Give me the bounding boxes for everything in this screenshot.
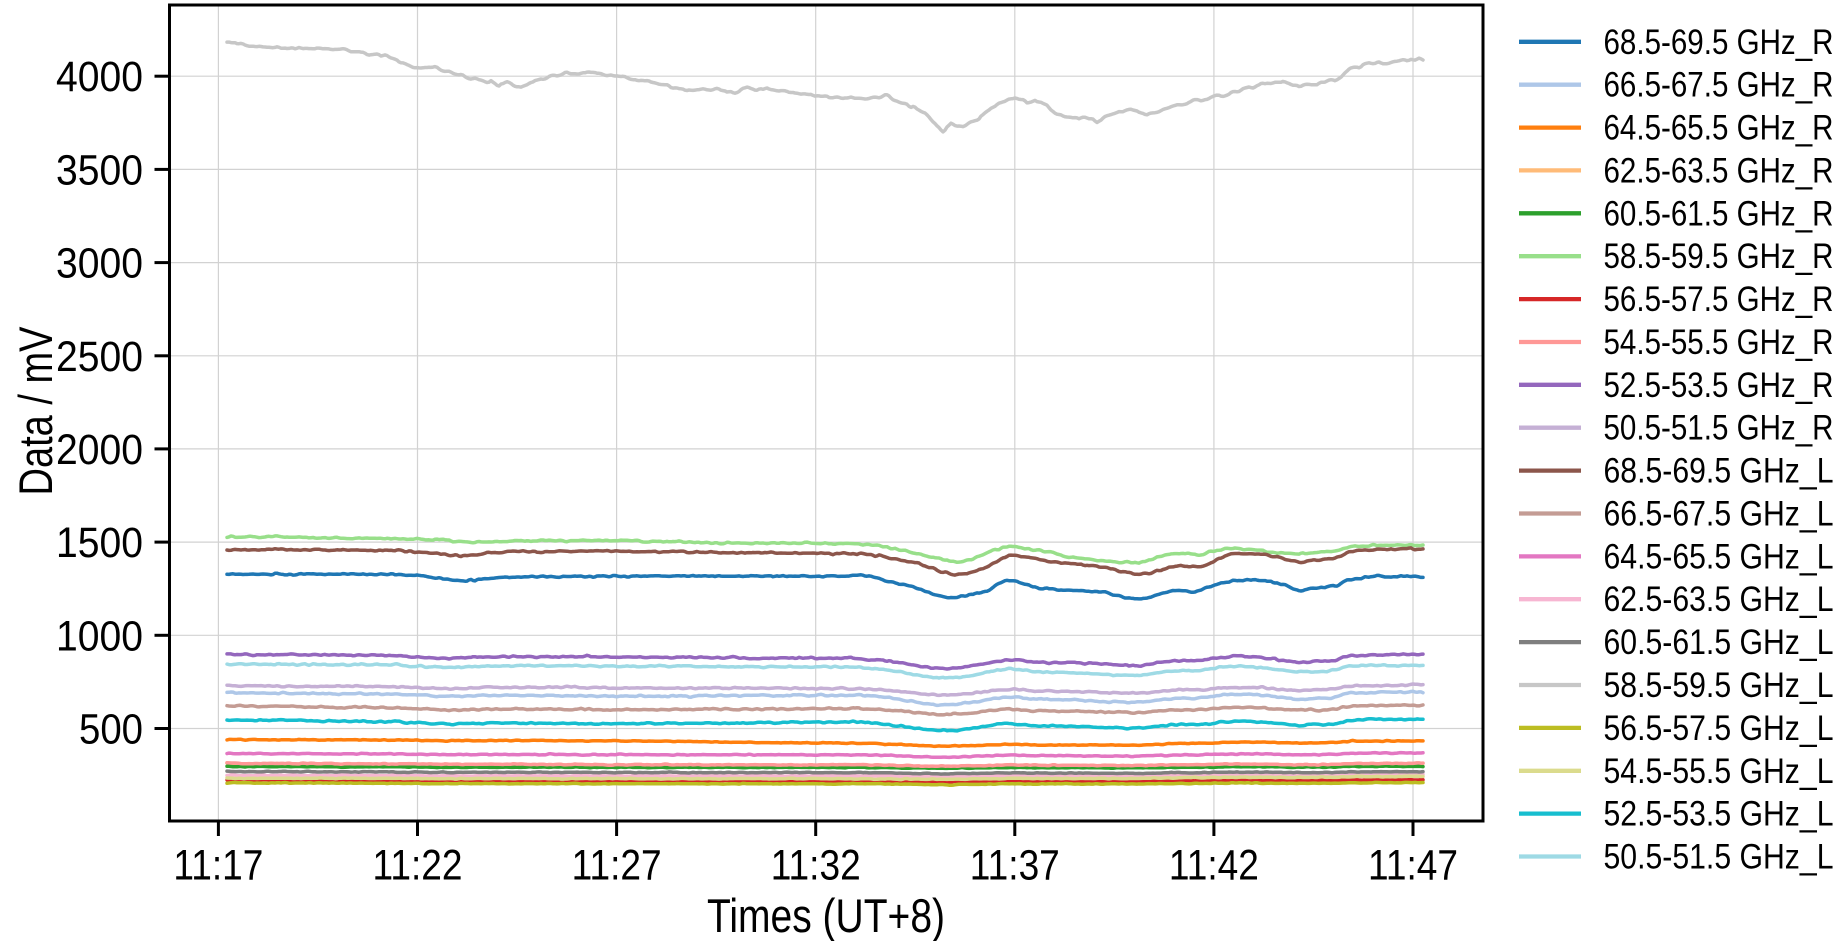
svg-text:62.5-63.5 GHz_L: 62.5-63.5 GHz_L: [1604, 579, 1834, 619]
svg-text:11:47: 11:47: [1368, 842, 1458, 890]
svg-text:11:42: 11:42: [1169, 842, 1259, 890]
svg-text:11:27: 11:27: [572, 842, 662, 890]
svg-text:50.5-51.5 GHz_L: 50.5-51.5 GHz_L: [1604, 837, 1834, 877]
svg-text:68.5-69.5 GHz_R: 68.5-69.5 GHz_R: [1604, 22, 1834, 62]
svg-text:1000: 1000: [56, 612, 143, 660]
svg-text:64.5-65.5 GHz_L: 64.5-65.5 GHz_L: [1604, 536, 1834, 576]
svg-text:2000: 2000: [56, 426, 143, 474]
svg-text:66.5-67.5 GHz_R: 66.5-67.5 GHz_R: [1604, 65, 1834, 105]
svg-text:58.5-59.5 GHz_R: 58.5-59.5 GHz_R: [1604, 236, 1834, 276]
svg-text:4000: 4000: [56, 53, 143, 101]
svg-text:58.5-59.5 GHz_L: 58.5-59.5 GHz_L: [1604, 665, 1834, 705]
svg-text:11:32: 11:32: [771, 842, 861, 890]
svg-text:56.5-57.5 GHz_L: 56.5-57.5 GHz_L: [1604, 708, 1834, 748]
svg-text:2500: 2500: [56, 333, 143, 381]
svg-text:54.5-55.5 GHz_L: 54.5-55.5 GHz_L: [1604, 751, 1834, 791]
svg-text:50.5-51.5 GHz_R: 50.5-51.5 GHz_R: [1604, 408, 1834, 448]
svg-text:1500: 1500: [56, 519, 143, 567]
svg-text:54.5-55.5 GHz_R: 54.5-55.5 GHz_R: [1604, 322, 1834, 362]
svg-text:11:17: 11:17: [173, 842, 263, 890]
svg-text:68.5-69.5 GHz_L: 68.5-69.5 GHz_L: [1604, 451, 1834, 491]
svg-text:52.5-53.5 GHz_R: 52.5-53.5 GHz_R: [1604, 365, 1834, 405]
svg-text:66.5-67.5 GHz_L: 66.5-67.5 GHz_L: [1604, 494, 1834, 534]
svg-text:11:22: 11:22: [373, 842, 463, 890]
svg-text:500: 500: [79, 706, 143, 754]
svg-text:62.5-63.5 GHz_R: 62.5-63.5 GHz_R: [1604, 150, 1834, 190]
svg-text:Times (UT+8): Times (UT+8): [707, 889, 945, 941]
svg-text:56.5-57.5 GHz_R: 56.5-57.5 GHz_R: [1604, 279, 1834, 319]
svg-text:3500: 3500: [56, 146, 143, 194]
svg-text:3000: 3000: [56, 240, 143, 288]
svg-text:11:37: 11:37: [970, 842, 1060, 890]
svg-text:60.5-61.5 GHz_L: 60.5-61.5 GHz_L: [1604, 622, 1834, 662]
svg-text:52.5-53.5 GHz_L: 52.5-53.5 GHz_L: [1604, 794, 1834, 834]
svg-text:60.5-61.5 GHz_R: 60.5-61.5 GHz_R: [1604, 193, 1834, 233]
svg-text:64.5-65.5 GHz_R: 64.5-65.5 GHz_R: [1604, 108, 1834, 148]
svg-text:Data / mV: Data / mV: [9, 326, 62, 496]
